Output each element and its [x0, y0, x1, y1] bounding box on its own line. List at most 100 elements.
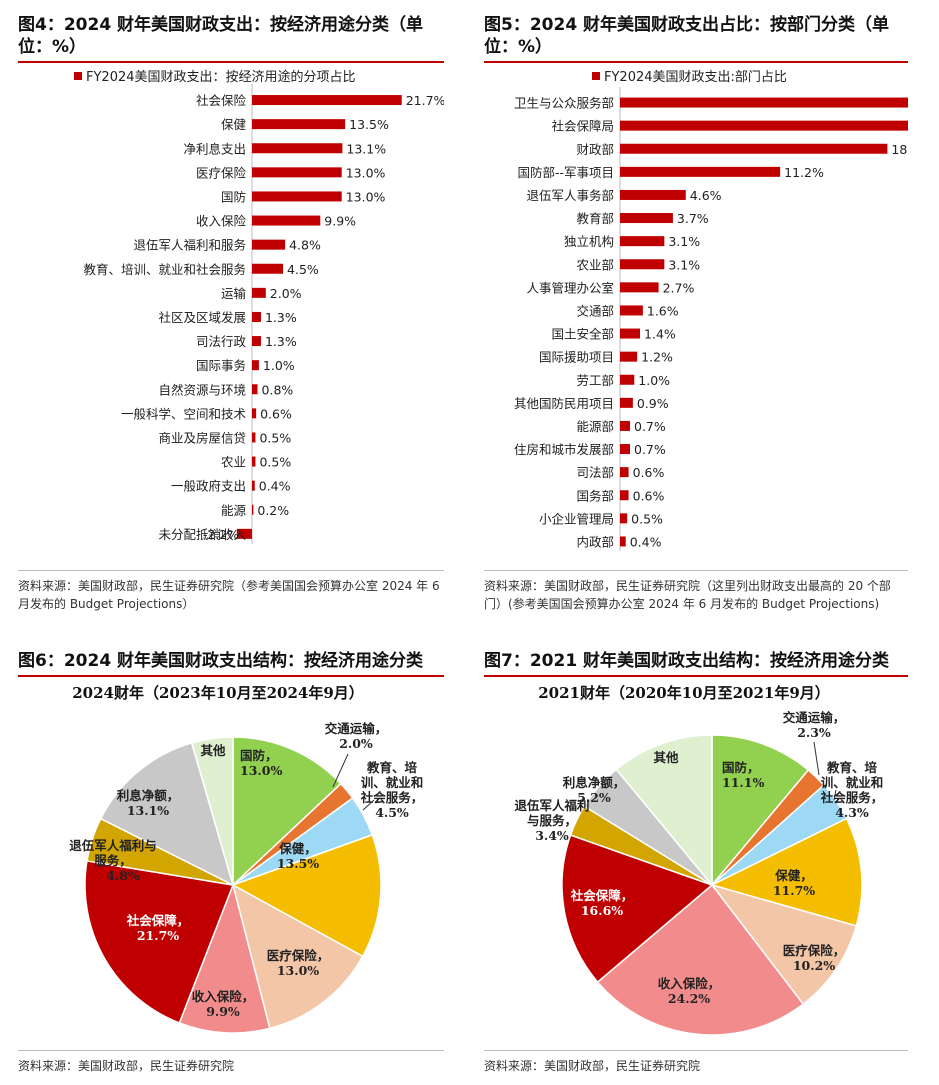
bar	[620, 490, 629, 501]
bar	[620, 536, 626, 547]
legend-label: FY2024美国财政支出:部门占比	[604, 70, 787, 85]
bar	[620, 444, 631, 455]
category-label: 能源	[221, 503, 247, 518]
category-label: 一般政府支出	[171, 479, 246, 494]
pie-slice	[84, 860, 235, 1024]
fig4-panel: 图4：2024 财年美国财政支出：按经济用途分类（单位：%） FY2024美国财…	[18, 14, 444, 624]
value-label: 0.6%	[633, 465, 665, 480]
slice-label: 医疗保险，	[783, 943, 846, 958]
value-label: 1.0%	[638, 373, 670, 388]
slice-value: 10.2%	[793, 958, 835, 973]
leader-line	[833, 789, 837, 801]
value-label: 0.5%	[631, 511, 663, 526]
slice-value: 3.4%	[535, 828, 569, 843]
bar	[252, 239, 286, 250]
legend-swatch	[74, 72, 82, 80]
pie-title: 2024财年（2023年10月至2024年9月）	[72, 684, 364, 702]
value-label: 21.7%	[406, 93, 444, 108]
fig6-title: 图6：2024 财年美国财政支出结构：按经济用途分类	[18, 650, 444, 677]
category-label: 商业及房屋信贷	[158, 430, 246, 445]
slice-value: 13.5%	[277, 856, 319, 871]
category-label: 小企业管理局	[539, 511, 614, 526]
value-label: -2.2%	[203, 527, 239, 542]
value-label: 0.6%	[260, 406, 292, 421]
slice-value: 4.8%	[106, 868, 140, 883]
slice-label: 收入保险，	[192, 989, 255, 1004]
bar	[252, 408, 257, 419]
bar	[252, 456, 256, 467]
value-label: 1.3%	[265, 334, 297, 349]
bar	[252, 480, 255, 491]
category-label: 内政部	[576, 534, 614, 549]
category-label: 国防	[221, 189, 246, 204]
bar	[252, 384, 258, 395]
fig5-title: 图5：2024 财年美国财政支出占比：按部门分类（单位：%）	[484, 14, 908, 63]
category-label: 运输	[221, 286, 247, 301]
pie-slice	[178, 882, 271, 1034]
slice-value: 11.7%	[773, 883, 815, 898]
bar	[620, 120, 908, 131]
value-label: 4.5%	[287, 262, 319, 277]
category-label: 其他国防民用项目	[514, 396, 614, 411]
fig4-title: 图4：2024 财年美国财政支出：按经济用途分类（单位：%）	[18, 14, 444, 63]
slice-label: 国防，	[722, 760, 760, 775]
bar	[620, 420, 631, 431]
category-label: 司法行政	[196, 334, 247, 349]
fig7-pie-chart: 2021财年（2020年10月至2021年9月） 国防，11.1% 交通运输，2.3…	[514, 684, 884, 1036]
pie-slice	[615, 734, 713, 888]
leader-line	[813, 741, 820, 776]
bar	[252, 143, 343, 154]
fig6-source: 资料来源：美国财政部，民生证券研究院	[18, 1050, 444, 1075]
fig7-source: 资料来源：美国财政部，民生证券研究院	[484, 1050, 908, 1075]
value-label: 0.7%	[634, 419, 666, 434]
pie-slice	[231, 883, 364, 1030]
slice-label: 退伍军人福利与服务，	[69, 838, 157, 868]
bar	[252, 504, 254, 515]
pie-slice	[711, 734, 810, 888]
bar	[252, 215, 321, 226]
category-label: 农业部	[576, 257, 614, 272]
bar	[252, 311, 261, 322]
slice-value: 13.0%	[277, 963, 319, 978]
bar	[252, 263, 284, 274]
category-label: 国防部--军事项目	[517, 165, 614, 180]
category-label: 一般科学、空间和技术	[121, 406, 247, 421]
category-label: 能源部	[576, 419, 614, 434]
slice-label: 教育、培训、就业和社会服务，	[820, 760, 884, 805]
pie-slice	[190, 736, 234, 886]
category-label: 国际援助项目	[539, 350, 614, 365]
value-label: 13.5%	[349, 117, 389, 132]
value-label: 1.0%	[263, 358, 295, 373]
slice-value: 5.2%	[577, 790, 611, 805]
bar	[620, 397, 633, 408]
fig5-panel: 图5：2024 财年美国财政支出占比：按部门分类（单位：%） FY2024美国财…	[484, 14, 908, 624]
category-label: 司法部	[576, 465, 614, 480]
slice-value: 4.5%	[375, 805, 409, 820]
value-label: 18.7%	[891, 142, 908, 157]
bar	[620, 282, 659, 293]
value-label: 1.4%	[644, 327, 676, 342]
slice-label: 保健，	[278, 841, 317, 856]
bar	[252, 360, 259, 371]
value-label: 4.6%	[690, 188, 722, 203]
bar	[620, 166, 781, 177]
slice-label: 国防，	[240, 748, 278, 763]
category-label: 退伍军人事务部	[526, 188, 614, 203]
fig7-panel: 图7：2021 财年美国财政支出结构：按经济用途分类 2021财年（2020年1…	[484, 650, 908, 1080]
category-label: 劳工部	[576, 373, 614, 388]
value-label: 2.0%	[270, 286, 302, 301]
category-label: 社会保障局	[551, 119, 614, 134]
pie-slice	[596, 883, 805, 1036]
slice-value: 16.6%	[581, 903, 623, 918]
slice-label: 其他	[200, 743, 226, 758]
fig4-source: 资料来源：美国财政部，民生证券研究院（参考美国国会预算办公室 2024 年 6 …	[18, 570, 444, 613]
slice-label: 教育、培训、就业和社会服务，	[360, 760, 424, 805]
value-label: 1.6%	[647, 303, 679, 318]
value-label: 4.8%	[289, 238, 321, 253]
value-label: 13.1%	[346, 141, 386, 156]
value-label: 3.7%	[677, 211, 709, 226]
slice-label: 收入保险，	[658, 976, 721, 991]
category-label: 财政部	[576, 142, 614, 157]
fig6-pie-chart: 2024财年（2023年10月至2024年9月）国防，13.0%交通运输，2.0…	[69, 684, 424, 1034]
value-label: 3.1%	[668, 234, 700, 249]
